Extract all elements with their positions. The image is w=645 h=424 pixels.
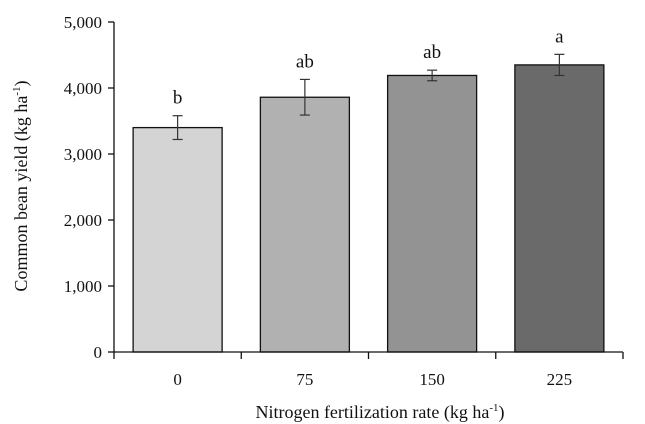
significance-letter: b bbox=[173, 88, 183, 109]
bars-layer bbox=[132, 64, 605, 353]
y-tick-label: 0 bbox=[94, 343, 103, 362]
x-axis-title-main: Nitrogen fertilization rate (kg ha bbox=[255, 402, 489, 423]
bar bbox=[514, 64, 605, 353]
x-tick-label: 225 bbox=[547, 370, 573, 389]
significance-letter: ab bbox=[296, 51, 314, 72]
x-ticks-layer: 0 75 150 225 bbox=[113, 352, 624, 389]
x-axis-title-superscript: -1 bbox=[489, 402, 498, 414]
y-axis-title-end: ) bbox=[11, 80, 32, 86]
y-axis-title-superscript: -1 bbox=[11, 86, 23, 95]
y-axis-title: Common bean yield (kg ha-1) bbox=[11, 80, 32, 291]
x-tick-label: 75 bbox=[296, 370, 313, 389]
y-tick-label: 5,000 bbox=[64, 13, 102, 32]
significance-letters-layer: b ab ab a bbox=[173, 26, 564, 108]
y-tick-label: 2,000 bbox=[64, 211, 102, 230]
bar bbox=[259, 96, 351, 353]
bar bbox=[386, 74, 478, 353]
significance-letter: ab bbox=[423, 42, 441, 63]
x-axis-title-end: ) bbox=[499, 402, 505, 423]
error-bars-layer bbox=[172, 53, 565, 141]
y-tick-label: 1,000 bbox=[64, 277, 102, 296]
significance-letter: a bbox=[555, 26, 564, 47]
x-tick-label: 150 bbox=[419, 370, 445, 389]
x-tick-label: 0 bbox=[173, 370, 182, 389]
y-tick-label: 4,000 bbox=[64, 79, 102, 98]
bar bbox=[132, 126, 223, 353]
x-axis-title: Nitrogen fertilization rate (kg ha-1) bbox=[255, 402, 504, 423]
y-tick-label: 3,000 bbox=[64, 145, 102, 164]
y-ticks-layer: 0 1,000 2,000 3,000 4,000 5,000 bbox=[64, 13, 114, 362]
y-axis-title-main: Common bean yield (kg ha bbox=[11, 96, 32, 292]
